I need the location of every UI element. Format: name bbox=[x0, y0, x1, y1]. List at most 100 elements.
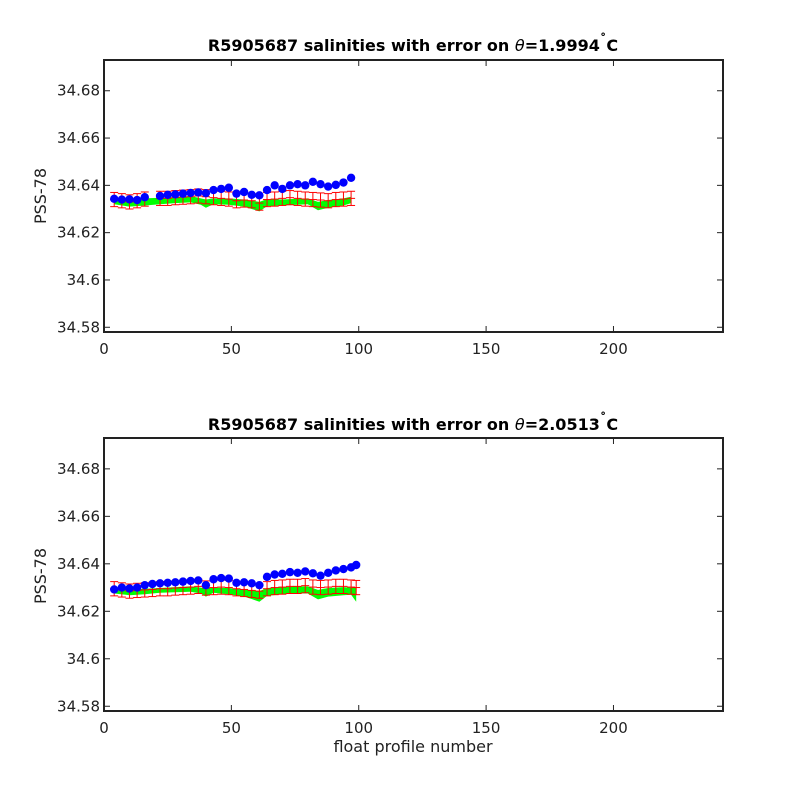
float-salinity-point bbox=[194, 576, 203, 585]
xtick-label: 200 bbox=[599, 340, 628, 358]
float-salinity-point bbox=[109, 585, 119, 594]
float-salinity-point bbox=[140, 580, 149, 590]
float-salinity-point bbox=[201, 188, 211, 198]
panel-2-xlabel: float profile number bbox=[333, 737, 493, 756]
float-salinity-point bbox=[186, 576, 195, 586]
float-salinity-point bbox=[117, 583, 127, 592]
float-salinity-point bbox=[194, 188, 203, 197]
xtick-label: 0 bbox=[99, 340, 109, 358]
error-bar bbox=[270, 579, 279, 596]
float-salinity-point bbox=[132, 583, 142, 592]
panel-2-ticks: 0 50 100 150 200 34.58 34.6 34.62 34.64 34.66 34.6… bbox=[57, 438, 723, 737]
float-salinity-point bbox=[351, 560, 361, 570]
ytick-label: 34.6 bbox=[67, 271, 100, 289]
panel-2-float-points bbox=[109, 560, 361, 594]
error-bar bbox=[301, 578, 310, 594]
float-salinity-point bbox=[163, 190, 172, 200]
float-salinity-point bbox=[301, 181, 310, 190]
xtick-label: 100 bbox=[344, 719, 373, 737]
float-salinity-point bbox=[285, 567, 295, 577]
float-salinity-point bbox=[216, 184, 226, 194]
panel-2-title: R5905687 salinities with error on θ=2.05… bbox=[208, 411, 618, 434]
float-salinity-point bbox=[262, 572, 272, 582]
float-salinity-point bbox=[255, 580, 264, 590]
panel-1-ylabel: PSS-78 bbox=[31, 168, 50, 224]
error-bar bbox=[324, 579, 333, 595]
float-salinity-point bbox=[316, 571, 325, 580]
error-bar bbox=[347, 190, 356, 206]
ytick-label: 34.6 bbox=[67, 650, 100, 668]
float-salinity-point bbox=[186, 188, 195, 198]
float-salinity-point bbox=[285, 181, 295, 190]
float-salinity-point bbox=[262, 185, 272, 195]
float-salinity-point bbox=[171, 190, 180, 199]
ytick-label: 34.58 bbox=[57, 318, 100, 336]
float-salinity-point bbox=[171, 578, 180, 587]
xtick-label: 150 bbox=[472, 340, 501, 358]
xtick-label: 0 bbox=[99, 719, 109, 737]
float-salinity-point bbox=[140, 192, 149, 202]
panel-2: R5905687 salinities with error on θ=2.05… bbox=[31, 411, 724, 756]
float-salinity-point bbox=[293, 179, 302, 189]
float-salinity-point bbox=[301, 567, 310, 576]
panel-1-green-band bbox=[114, 196, 352, 212]
error-bar bbox=[278, 579, 287, 595]
float-salinity-point bbox=[316, 179, 325, 189]
float-salinity-point bbox=[255, 191, 264, 200]
error-bar bbox=[331, 578, 340, 594]
float-salinity-point bbox=[239, 187, 249, 197]
float-salinity-point bbox=[323, 182, 333, 191]
float-salinity-point bbox=[232, 189, 241, 198]
float-salinity-point bbox=[247, 579, 256, 588]
float-salinity-point bbox=[155, 579, 165, 588]
xtick-label: 50 bbox=[222, 719, 241, 737]
error-bar bbox=[285, 190, 294, 206]
float-salinity-point bbox=[278, 569, 287, 578]
error-bar bbox=[339, 578, 348, 594]
panel-2-ylabel: PSS-78 bbox=[31, 548, 50, 604]
error-bar bbox=[224, 191, 233, 207]
error-bar bbox=[352, 579, 361, 596]
float-salinity-point bbox=[155, 191, 165, 201]
float-salinity-point bbox=[125, 195, 134, 204]
float-salinity-point bbox=[308, 569, 318, 578]
float-salinity-point bbox=[224, 183, 234, 192]
panel-1: R5905687 salinities with error on θ=1.99… bbox=[31, 32, 724, 358]
ytick-label: 34.66 bbox=[57, 129, 100, 147]
float-salinity-point bbox=[278, 184, 287, 194]
ytick-label: 34.64 bbox=[57, 555, 100, 573]
xtick-label: 100 bbox=[344, 340, 373, 358]
float-salinity-point bbox=[293, 568, 302, 578]
panel-1-title: R5905687 salinities with error on θ=1.99… bbox=[208, 32, 618, 55]
error-bar bbox=[339, 191, 348, 207]
error-bar bbox=[293, 190, 302, 206]
ytick-label: 34.62 bbox=[57, 224, 100, 242]
float-salinity-point bbox=[224, 574, 234, 583]
error-bar bbox=[285, 578, 294, 594]
float-salinity-point bbox=[247, 190, 256, 200]
float-salinity-point bbox=[308, 177, 318, 187]
error-bar bbox=[316, 579, 325, 596]
error-bar bbox=[293, 578, 302, 594]
float-salinity-point bbox=[323, 568, 333, 578]
float-salinity-point bbox=[216, 573, 226, 583]
error-bar bbox=[316, 192, 325, 208]
float-salinity-point bbox=[125, 584, 134, 593]
error-bar bbox=[331, 191, 340, 208]
float-salinity-point bbox=[270, 181, 279, 190]
float-salinity-point bbox=[331, 566, 341, 575]
float-salinity-point bbox=[117, 195, 127, 204]
mapped-salinity-band bbox=[114, 196, 352, 212]
float-salinity-point bbox=[109, 194, 119, 204]
ytick-label: 34.58 bbox=[57, 697, 100, 715]
ytick-label: 34.62 bbox=[57, 602, 100, 620]
float-salinity-point bbox=[270, 570, 279, 579]
error-bar bbox=[324, 193, 333, 209]
ytick-label: 34.68 bbox=[57, 82, 100, 100]
panel-1-axes-box bbox=[103, 59, 724, 333]
panel-2-axes-box bbox=[103, 437, 724, 712]
ytick-label: 34.68 bbox=[57, 460, 100, 478]
float-salinity-point bbox=[163, 578, 172, 588]
float-salinity-point bbox=[232, 578, 241, 588]
